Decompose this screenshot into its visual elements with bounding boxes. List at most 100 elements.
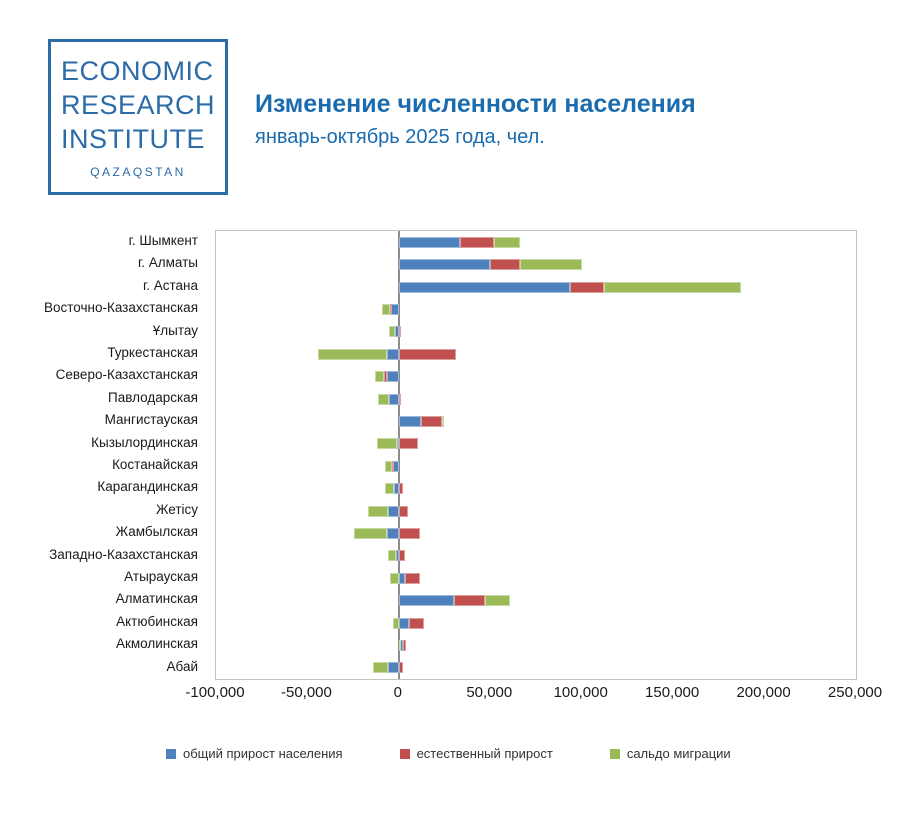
y-axis-label: г. Алматы — [137, 255, 198, 271]
bar-segment — [398, 662, 404, 674]
bar-segment — [398, 348, 456, 360]
bar-segment — [398, 595, 455, 607]
y-axis-label: Костанайская — [112, 457, 198, 472]
logo-text-line: INSTITUTE — [61, 124, 205, 154]
y-axis-label: Восточно-Казахстанская — [43, 300, 198, 316]
bar-segment — [402, 639, 407, 651]
bar-segment — [398, 639, 401, 651]
bar-segment — [485, 595, 510, 607]
y-axis-label: Туркестанская — [107, 345, 198, 360]
bar-segment — [490, 259, 521, 271]
bar-segment — [394, 483, 399, 495]
bar-segment — [398, 572, 405, 584]
y-axis-label: Жамбылская — [115, 524, 198, 540]
logo-text-line: ECONOMIC — [61, 56, 214, 86]
x-axis-tick-label: -100,000 — [185, 684, 245, 701]
legend-item: сальдо миграции — [609, 746, 731, 761]
bar-segment — [353, 527, 388, 539]
y-axis-label: Акмолинская — [115, 636, 198, 652]
bar-segment — [385, 460, 392, 472]
legend-item: естественный прирост — [399, 746, 553, 761]
legend-label: общий прирост населения — [183, 746, 343, 761]
x-axis-tick-label: 50,000 — [466, 684, 513, 701]
y-axis-label: Мангистауская — [104, 412, 198, 428]
bar-segment — [372, 662, 388, 674]
bar-segment — [493, 236, 521, 248]
bar-segment — [570, 281, 605, 293]
y-axis-label: г. Шымкент — [128, 233, 198, 248]
x-axis: -100,000 -50,000 0 50,000 100,000 150,000 200,… — [185, 684, 882, 706]
bar-segment — [384, 483, 395, 495]
bar-segment — [386, 348, 399, 360]
bar-segment — [398, 483, 404, 495]
bar-segment — [391, 460, 394, 472]
y-axis-label: Атырауская — [124, 569, 198, 584]
page-title: Изменение численности населения — [255, 90, 696, 118]
bar-segment — [378, 393, 390, 405]
bar-segment — [387, 527, 399, 539]
bar-segment — [398, 415, 422, 427]
bar-segment — [384, 371, 387, 383]
bar-segment — [408, 617, 425, 629]
x-axis-tick-label: 250,000 — [827, 684, 883, 701]
legend-swatch-icon — [609, 748, 620, 759]
y-axis-label: Актюбинская — [116, 613, 198, 629]
y-axis-label: Северо-Казахстанская — [55, 367, 198, 383]
bar-segment — [459, 236, 494, 248]
bar-segment — [318, 348, 387, 360]
legend-label: естественный прирост — [416, 746, 553, 761]
bar-segment — [393, 617, 399, 629]
bar-segment — [387, 550, 397, 562]
legend-swatch-icon — [166, 748, 176, 759]
legend-item: общий прирост населения — [166, 746, 343, 761]
bar-segment — [397, 438, 400, 450]
bar-segment — [398, 527, 421, 539]
bar-segment — [520, 259, 582, 271]
institute-logo: ECONOMIC RESEARCH INSTITUTE QAZAQSTAN — [48, 39, 228, 195]
y-axis-label: Абай — [166, 658, 198, 674]
plot-area — [215, 230, 857, 680]
x-axis-tick-label: 100,000 — [553, 684, 608, 701]
y-axis-label: Алматинская — [115, 591, 198, 607]
bar-segment — [404, 572, 420, 584]
y-axis-label: Западно-Казахстанская — [49, 546, 198, 562]
y-axis-label: Павлодарская — [108, 389, 198, 405]
bar-segment — [382, 303, 390, 315]
bar-segment — [387, 505, 399, 517]
bar-segment — [398, 326, 402, 338]
page-subtitle: январь-октябрь 2025 года, чел. — [255, 126, 545, 148]
bar-segment — [398, 438, 418, 450]
bar-segment — [390, 572, 399, 584]
bar-segment — [421, 415, 443, 427]
legend-swatch-icon — [399, 748, 410, 759]
bar-segment — [396, 550, 399, 562]
bar-segment — [398, 281, 570, 293]
y-axis-label: Жетісу — [155, 501, 198, 517]
chart-legend: общий прирост населения естественный прир… — [166, 746, 731, 761]
bar-segment — [398, 236, 460, 248]
y-axis-label: Кызылординская — [91, 434, 198, 450]
bar-segment — [398, 505, 408, 517]
bar-segment — [398, 550, 406, 562]
bar-segment — [398, 393, 401, 405]
x-axis-tick-label: -50,000 — [280, 684, 332, 701]
bar-segment — [374, 371, 385, 383]
legend-label: сальдо миграции — [626, 746, 731, 761]
bar-segment — [388, 326, 395, 338]
bar-segment — [389, 303, 392, 315]
logo-subtext: QAZAQSTAN — [90, 165, 186, 179]
y-axis-label: г. Астана — [142, 277, 198, 293]
x-axis-tick-label: 150,000 — [645, 684, 700, 701]
bar-segment — [389, 393, 399, 405]
y-axis-label: Карагандинская — [97, 479, 198, 495]
chart-header: Изменение численности населения январь-о… — [255, 90, 696, 149]
bar-segment — [386, 371, 399, 383]
bar-segment — [398, 617, 409, 629]
bar-segment — [376, 438, 398, 450]
zero-gridline — [397, 231, 400, 679]
y-axis-label: Ұлытау — [152, 322, 198, 338]
bar-segment — [442, 415, 445, 427]
y-axis: г. Шымкент г. Алматы г. Астана Восточно-Каз… — [0, 230, 205, 678]
logo-text-line: RESEARCH — [61, 90, 216, 120]
